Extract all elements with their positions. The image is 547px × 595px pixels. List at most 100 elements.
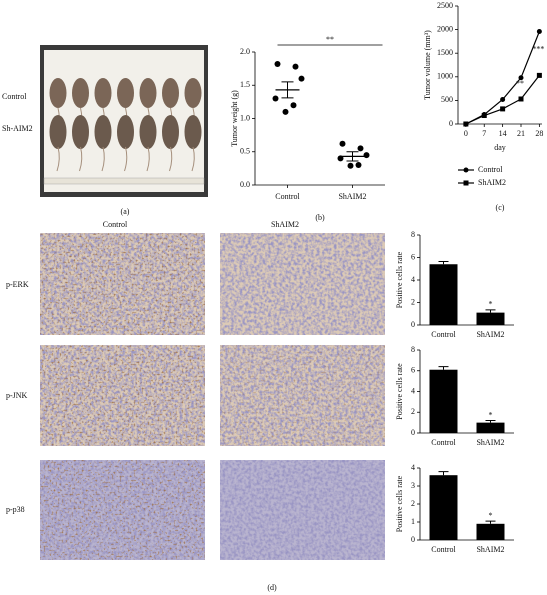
mouse bbox=[94, 115, 112, 149]
column-label: ShAIM2 bbox=[271, 220, 299, 229]
x-tick-label: 7 bbox=[482, 129, 486, 138]
tissue-stain bbox=[40, 233, 205, 335]
line-marker bbox=[481, 113, 487, 119]
y-tick-label: 0 bbox=[411, 535, 415, 544]
y-tick-label: 6 bbox=[411, 252, 415, 261]
y-tick-label: 2 bbox=[411, 407, 415, 416]
mouse-tail bbox=[79, 146, 83, 172]
y-tick-label: 500 bbox=[441, 95, 453, 104]
y-tick-label: 8 bbox=[411, 345, 415, 354]
y-tick-label: 2.0 bbox=[240, 47, 250, 56]
bar bbox=[476, 523, 505, 540]
error-bar bbox=[438, 260, 449, 265]
panel-caption: (c) bbox=[496, 203, 505, 212]
tissue-stain bbox=[40, 460, 205, 560]
mouse bbox=[162, 78, 179, 108]
y-axis-label: Tumor weight (g) bbox=[230, 90, 239, 147]
x-tick-label: ShAIM2 bbox=[338, 192, 366, 201]
bar bbox=[429, 264, 458, 325]
y-tick-label: 2 bbox=[411, 499, 415, 508]
y-tick-label: 4 bbox=[411, 463, 415, 472]
significance: *** bbox=[532, 44, 544, 53]
error-bar bbox=[485, 420, 496, 423]
mouse-tail bbox=[56, 146, 60, 172]
mouse bbox=[184, 78, 202, 108]
data-point bbox=[357, 145, 364, 152]
y-tick-label: 6 bbox=[411, 366, 415, 375]
row-label: p-p38 bbox=[6, 505, 25, 514]
mouse-tail bbox=[146, 146, 150, 172]
column-label: Control bbox=[103, 220, 128, 229]
y-tick-label: 1.0 bbox=[240, 113, 250, 122]
data-point bbox=[339, 140, 346, 147]
mouse bbox=[117, 78, 134, 108]
panel-caption: (a) bbox=[121, 207, 130, 216]
line-marker bbox=[536, 72, 542, 78]
x-tick-label: Control bbox=[431, 545, 456, 554]
y-tick-label: 2 bbox=[411, 297, 415, 306]
data-point bbox=[282, 108, 289, 115]
x-tick-label: Control bbox=[275, 192, 300, 201]
error-bar bbox=[438, 471, 449, 476]
line-marker bbox=[500, 96, 506, 102]
bar bbox=[429, 475, 458, 540]
y-tick-label: 1.5 bbox=[240, 80, 250, 89]
x-axis-label: day bbox=[494, 143, 506, 152]
y-tick-label: 0.0 bbox=[240, 180, 250, 189]
data-point bbox=[272, 95, 279, 102]
y-tick-label: 2500 bbox=[437, 1, 453, 10]
y-axis-label: Positive cells rate bbox=[395, 363, 404, 420]
x-tick-label: Control bbox=[431, 330, 456, 339]
panel-caption: (b) bbox=[315, 213, 325, 222]
y-tick-label: 0 bbox=[449, 119, 453, 128]
significance: ** bbox=[516, 79, 524, 88]
y-axis-label: Positive cells rate bbox=[395, 251, 404, 308]
x-tick-label: 28 bbox=[535, 129, 543, 138]
x-tick-label: ShAIM2 bbox=[476, 330, 504, 339]
y-tick-label: 0 bbox=[411, 320, 415, 329]
error-bar bbox=[281, 81, 294, 99]
legend-label: Control bbox=[478, 165, 503, 174]
mouse bbox=[162, 115, 179, 149]
data-point bbox=[347, 162, 354, 169]
data-point bbox=[298, 75, 305, 82]
line-marker bbox=[518, 96, 524, 102]
y-tick-label: 0 bbox=[411, 428, 415, 437]
data-point bbox=[292, 63, 299, 70]
mouse-tail bbox=[169, 146, 173, 172]
y-tick-label: 8 bbox=[411, 230, 415, 239]
line-marker bbox=[463, 121, 469, 127]
data-point bbox=[290, 102, 297, 109]
mouse bbox=[139, 78, 157, 108]
line-marker bbox=[500, 106, 506, 112]
error-bar bbox=[346, 151, 359, 162]
significance: * bbox=[489, 511, 493, 520]
mouse bbox=[184, 115, 202, 149]
tissue-texture bbox=[220, 460, 385, 560]
y-tick-label: 2000 bbox=[437, 24, 453, 33]
significance: * bbox=[489, 300, 493, 309]
mouse bbox=[72, 115, 89, 149]
error-bar bbox=[485, 520, 496, 524]
data-point bbox=[274, 60, 281, 67]
row-label: p-JNK bbox=[6, 391, 28, 400]
significance: ** bbox=[326, 35, 334, 44]
mouse bbox=[72, 78, 89, 108]
mouse bbox=[94, 78, 112, 108]
ruler bbox=[43, 177, 205, 185]
data-point bbox=[363, 152, 370, 159]
y-tick-label: 1000 bbox=[437, 72, 453, 81]
row-label: p-ERK bbox=[6, 280, 29, 289]
row-label: Control bbox=[2, 92, 27, 101]
mouse-tail bbox=[101, 146, 105, 172]
y-tick-label: 1 bbox=[411, 517, 415, 526]
bar bbox=[476, 422, 505, 433]
legend-label: ShAIM2 bbox=[478, 178, 506, 187]
tissue-stain bbox=[40, 345, 205, 446]
panel-caption: (d) bbox=[267, 583, 277, 592]
x-tick-label: ShAIM2 bbox=[476, 545, 504, 554]
mouse-tail bbox=[124, 146, 128, 172]
row-label: Sh-AIM2 bbox=[2, 124, 33, 133]
data-point bbox=[355, 162, 362, 169]
